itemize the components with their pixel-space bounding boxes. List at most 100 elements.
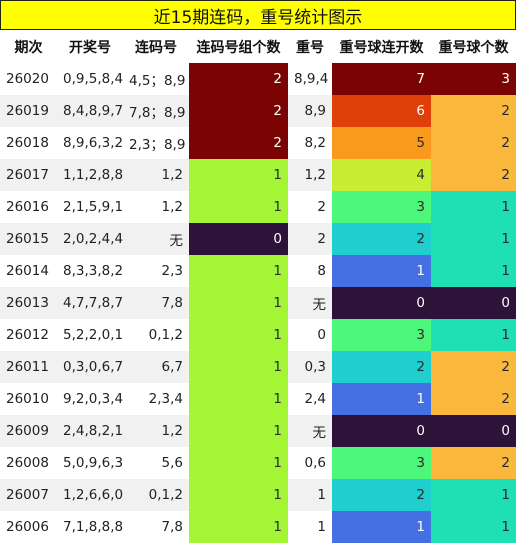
cell-repeat-count: 1 bbox=[431, 255, 516, 287]
cell-draw: 1,1,2,8,8 bbox=[57, 159, 123, 191]
cell-draw: 8,4,8,9,7 bbox=[57, 95, 123, 127]
cell-issue: 26008 bbox=[0, 447, 57, 479]
cell-consec: 无 bbox=[123, 223, 189, 255]
cell-draw: 4,7,7,8,7 bbox=[57, 287, 123, 319]
table-row: 26014 8,3,3,8,2 2,3 1 8 1 1 bbox=[0, 255, 516, 287]
cell-repeat-run: 3 bbox=[332, 319, 431, 351]
table-row: 26011 0,3,0,6,7 6,7 1 0,3 2 2 bbox=[0, 351, 516, 383]
cell-repeat: 0 bbox=[288, 319, 332, 351]
cell-issue: 26010 bbox=[0, 383, 57, 415]
cell-issue: 26016 bbox=[0, 191, 57, 223]
cell-repeat-run: 6 bbox=[332, 95, 431, 127]
cell-consec: 1,2 bbox=[123, 159, 189, 191]
cell-repeat: 0,3 bbox=[288, 351, 332, 383]
cell-issue: 26009 bbox=[0, 415, 57, 447]
cell-repeat-count: 2 bbox=[431, 159, 516, 191]
cell-consec: 7,8 bbox=[123, 511, 189, 543]
table-row: 26015 2,0,2,4,4 无 0 2 2 1 bbox=[0, 223, 516, 255]
cell-draw: 8,3,3,8,2 bbox=[57, 255, 123, 287]
cell-consec-groups: 1 bbox=[189, 255, 288, 287]
cell-consec: 7,8 bbox=[123, 287, 189, 319]
cell-repeat: 8,9 bbox=[288, 95, 332, 127]
cell-issue: 26013 bbox=[0, 287, 57, 319]
cell-repeat-count: 1 bbox=[431, 319, 516, 351]
cell-consec-groups: 1 bbox=[189, 415, 288, 447]
table-row: 26016 2,1,5,9,1 1,2 1 2 3 1 bbox=[0, 191, 516, 223]
cell-repeat-count: 3 bbox=[431, 63, 516, 95]
table-row: 26019 8,4,8,9,7 7,8；8,9 2 8,9 6 2 bbox=[0, 95, 516, 127]
cell-consec-groups: 1 bbox=[189, 383, 288, 415]
cell-repeat: 1 bbox=[288, 479, 332, 511]
cell-consec-groups: 2 bbox=[189, 95, 288, 127]
cell-draw: 0,3,0,6,7 bbox=[57, 351, 123, 383]
cell-repeat: 无 bbox=[288, 415, 332, 447]
cell-repeat: 8,2 bbox=[288, 127, 332, 159]
cell-issue: 26015 bbox=[0, 223, 57, 255]
cell-repeat: 1,2 bbox=[288, 159, 332, 191]
cell-repeat-run: 1 bbox=[332, 255, 431, 287]
table-row: 26006 7,1,8,8,8 7,8 1 1 1 1 bbox=[0, 511, 516, 543]
table-row: 26017 1,1,2,8,8 1,2 1 1,2 4 2 bbox=[0, 159, 516, 191]
cell-consec: 6,7 bbox=[123, 351, 189, 383]
cell-repeat-count: 2 bbox=[431, 351, 516, 383]
table-row: 26013 4,7,7,8,7 7,8 1 无 0 0 bbox=[0, 287, 516, 319]
cell-consec: 4,5；8,9 bbox=[123, 63, 189, 95]
cell-repeat: 8,9,4 bbox=[288, 63, 332, 95]
cell-repeat-run: 2 bbox=[332, 479, 431, 511]
cell-consec: 0,1,2 bbox=[123, 479, 189, 511]
header-repeat-count: 重号球个数 bbox=[431, 30, 516, 63]
cell-consec-groups: 1 bbox=[189, 159, 288, 191]
table-row: 26012 5,2,2,0,1 0,1,2 1 0 3 1 bbox=[0, 319, 516, 351]
cell-repeat-count: 1 bbox=[431, 191, 516, 223]
cell-issue: 26006 bbox=[0, 511, 57, 543]
cell-issue: 26017 bbox=[0, 159, 57, 191]
sheet-title: 近15期连码，重号统计图示 bbox=[0, 0, 516, 30]
cell-consec: 1,2 bbox=[123, 415, 189, 447]
cell-draw: 1,2,6,6,0 bbox=[57, 479, 123, 511]
cell-repeat: 2 bbox=[288, 223, 332, 255]
cell-consec-groups: 2 bbox=[189, 63, 288, 95]
cell-issue: 26011 bbox=[0, 351, 57, 383]
cell-repeat-run: 2 bbox=[332, 223, 431, 255]
cell-draw: 0,9,5,8,4 bbox=[57, 63, 123, 95]
cell-repeat-count: 1 bbox=[431, 511, 516, 543]
header-issue: 期次 bbox=[0, 30, 57, 63]
cell-draw: 8,9,6,3,2 bbox=[57, 127, 123, 159]
cell-issue: 26020 bbox=[0, 63, 57, 95]
cell-draw: 2,0,2,4,4 bbox=[57, 223, 123, 255]
header-consec-groups: 连码号组个数 bbox=[189, 30, 288, 63]
cell-repeat: 0,6 bbox=[288, 447, 332, 479]
cell-repeat: 2 bbox=[288, 191, 332, 223]
cell-repeat-count: 0 bbox=[431, 287, 516, 319]
cell-repeat-count: 2 bbox=[431, 95, 516, 127]
cell-consec: 5,6 bbox=[123, 447, 189, 479]
cell-issue: 26014 bbox=[0, 255, 57, 287]
cell-issue: 26019 bbox=[0, 95, 57, 127]
cell-issue: 26007 bbox=[0, 479, 57, 511]
cell-repeat-run: 3 bbox=[332, 191, 431, 223]
cell-consec: 2,3；8,9 bbox=[123, 127, 189, 159]
cell-issue: 26012 bbox=[0, 319, 57, 351]
header-row: 期次 开奖号 连码号 连码号组个数 重号 重号球连开数 重号球个数 bbox=[0, 30, 516, 63]
cell-consec-groups: 1 bbox=[189, 511, 288, 543]
table-row: 26020 0,9,5,8,4 4,5；8,9 2 8,9,4 7 3 bbox=[0, 63, 516, 95]
table-row: 26007 1,2,6,6,0 0,1,2 1 1 2 1 bbox=[0, 479, 516, 511]
cell-repeat-run: 1 bbox=[332, 511, 431, 543]
cell-consec-groups: 1 bbox=[189, 319, 288, 351]
table-row: 26008 5,0,9,6,3 5,6 1 0,6 3 2 bbox=[0, 447, 516, 479]
cell-consec-groups: 1 bbox=[189, 447, 288, 479]
cell-repeat-run: 0 bbox=[332, 287, 431, 319]
cell-repeat-count: 2 bbox=[431, 383, 516, 415]
cell-consec: 0,1,2 bbox=[123, 319, 189, 351]
cell-repeat-count: 1 bbox=[431, 479, 516, 511]
header-repeat-run: 重号球连开数 bbox=[332, 30, 431, 63]
cell-issue: 26018 bbox=[0, 127, 57, 159]
header-consec: 连码号 bbox=[123, 30, 189, 63]
cell-consec: 2,3 bbox=[123, 255, 189, 287]
cell-draw: 5,0,9,6,3 bbox=[57, 447, 123, 479]
cell-repeat-run: 3 bbox=[332, 447, 431, 479]
stats-table: 期次 开奖号 连码号 连码号组个数 重号 重号球连开数 重号球个数 26020 0… bbox=[0, 30, 516, 543]
cell-repeat-run: 7 bbox=[332, 63, 431, 95]
cell-draw: 5,2,2,0,1 bbox=[57, 319, 123, 351]
